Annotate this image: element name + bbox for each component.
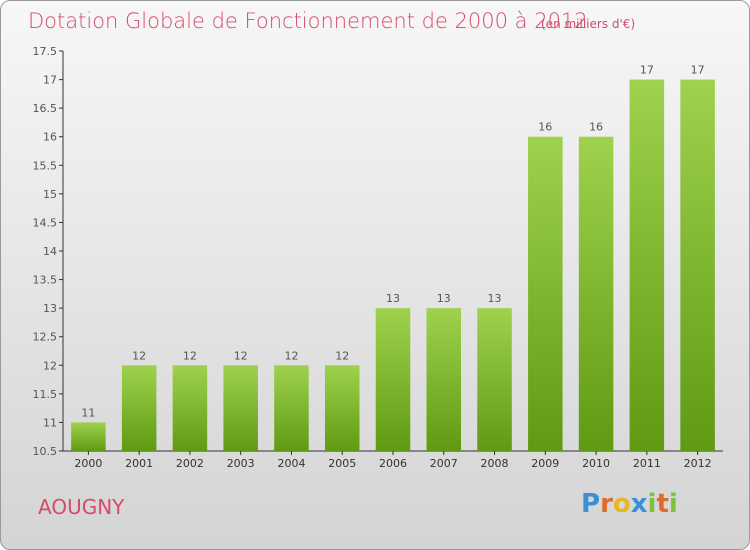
y-tick-label: 10.5: [33, 445, 58, 458]
bar-2002: [172, 365, 208, 451]
chart-title: Dotation Globale de Fonctionnement de 20…: [28, 9, 588, 33]
data-label: 12: [284, 349, 298, 362]
data-label: 11: [81, 406, 95, 419]
bar-2000: [71, 422, 106, 451]
data-label: 13: [488, 292, 502, 305]
data-label: 12: [132, 349, 146, 362]
y-tick-label: 17.5: [33, 45, 58, 58]
data-label: 13: [437, 292, 451, 305]
chart-unit: (en milliers d'€): [541, 17, 636, 31]
bar-2004: [274, 365, 309, 451]
x-tick-label: 2001: [125, 457, 153, 470]
bar-2008: [477, 308, 512, 451]
y-tick-label: 17: [43, 74, 57, 87]
y-tick-label: 13.5: [33, 274, 58, 287]
y-tick-label: 16.5: [33, 102, 58, 115]
y-tick-label: 11: [43, 416, 57, 429]
x-tick-label: 2008: [481, 457, 509, 470]
logo-letter: i: [647, 489, 657, 519]
x-tick-label: 2005: [328, 457, 356, 470]
data-label: 12: [335, 349, 349, 362]
bar-2003: [223, 365, 258, 451]
logo-letter: P: [581, 489, 601, 519]
y-tick-label: 12: [43, 359, 57, 372]
data-label: 12: [183, 349, 197, 362]
bar-2012: [680, 79, 715, 452]
y-tick-label: 13: [43, 302, 57, 315]
x-tick-label: 2003: [227, 457, 255, 470]
y-tick-label: 15: [43, 188, 57, 201]
y-tick-label: 14: [43, 245, 57, 258]
x-tick-label: 2004: [277, 457, 305, 470]
proxiti-logo: Proxiti: [581, 489, 678, 519]
bar-2005: [324, 365, 360, 451]
bar-2010: [578, 136, 614, 451]
x-tick-label: 2009: [531, 457, 559, 470]
x-tick-label: 2010: [582, 457, 610, 470]
bar-2001: [121, 365, 157, 451]
logo-letter: o: [612, 489, 631, 519]
data-label: 17: [640, 64, 654, 77]
x-tick-label: 2002: [176, 457, 204, 470]
bar-2007: [426, 308, 462, 451]
data-label: 12: [234, 349, 248, 362]
logo-letter: x: [630, 489, 648, 519]
data-label: 16: [589, 121, 603, 134]
data-label: 17: [691, 64, 705, 77]
y-tick-label: 15.5: [33, 159, 58, 172]
data-label: 13: [386, 292, 400, 305]
x-tick-label: 2007: [430, 457, 458, 470]
x-tick-label: 2012: [684, 457, 712, 470]
bar-chart: 10.5 11 11.5 12 12.5 13 13.5 14 14.5 15 15.5 16 16.5…: [33, 45, 723, 470]
x-tick-label: 2006: [379, 457, 407, 470]
x-tick-label: 2011: [633, 457, 661, 470]
logo-letter: r: [600, 489, 613, 519]
bar-2006: [375, 308, 411, 451]
bar-2011: [629, 79, 665, 452]
y-tick-label: 11.5: [33, 388, 58, 401]
data-label: 16: [538, 121, 552, 134]
y-tick-label: 14.5: [33, 216, 58, 229]
y-tick-label: 16: [43, 131, 57, 144]
y-tick-label: 12.5: [33, 331, 58, 344]
logo-letter: t: [656, 489, 669, 519]
x-tick-label: 2000: [74, 457, 102, 470]
place-name: AOUGNY: [38, 495, 125, 519]
logo-letter: i: [668, 489, 678, 519]
bar-2009: [528, 136, 563, 451]
